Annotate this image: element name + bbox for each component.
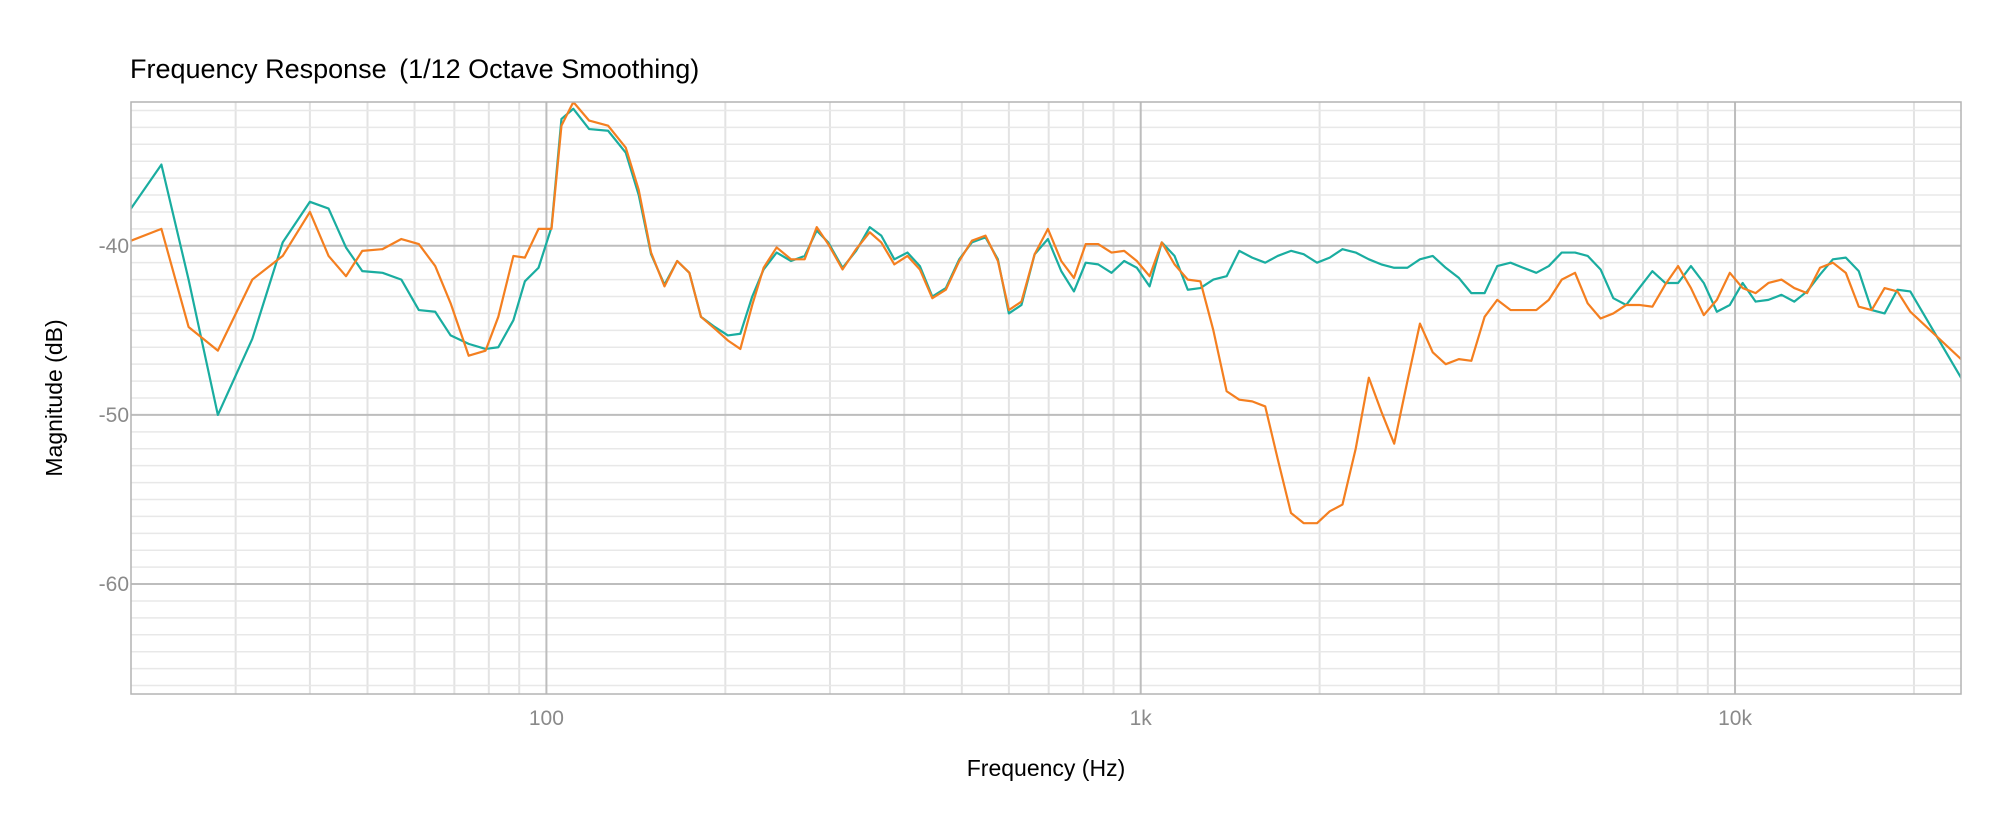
x-axis-ticks: 100 1k 10k (529, 707, 1753, 730)
x-tick-label: 100 (529, 707, 564, 730)
y-axis-ticks: -40 -50 -60 (99, 235, 129, 596)
series-layer (131, 102, 1961, 525)
y-tick-label: -40 (99, 235, 129, 258)
chart-title-main: Frequency Response (130, 54, 387, 84)
y-tick-label: -60 (99, 573, 129, 596)
y-tick-label: -50 (99, 404, 129, 427)
chart-title-subtitle: (1/12 Octave Smoothing) (399, 54, 699, 84)
x-tick-label: 10k (1718, 707, 1752, 730)
x-tick-label: 1k (1130, 707, 1153, 730)
series-line-2 (131, 102, 1961, 525)
y-axis-label: Magnitude (dB) (41, 319, 67, 476)
plot-frame (130, 101, 1962, 695)
minor-gridlines (131, 102, 1961, 694)
chart-title: Frequency Response (1/12 Octave Smoothin… (130, 54, 699, 84)
major-gridlines (131, 102, 1961, 694)
x-axis-label: Frequency (Hz) (967, 755, 1125, 781)
